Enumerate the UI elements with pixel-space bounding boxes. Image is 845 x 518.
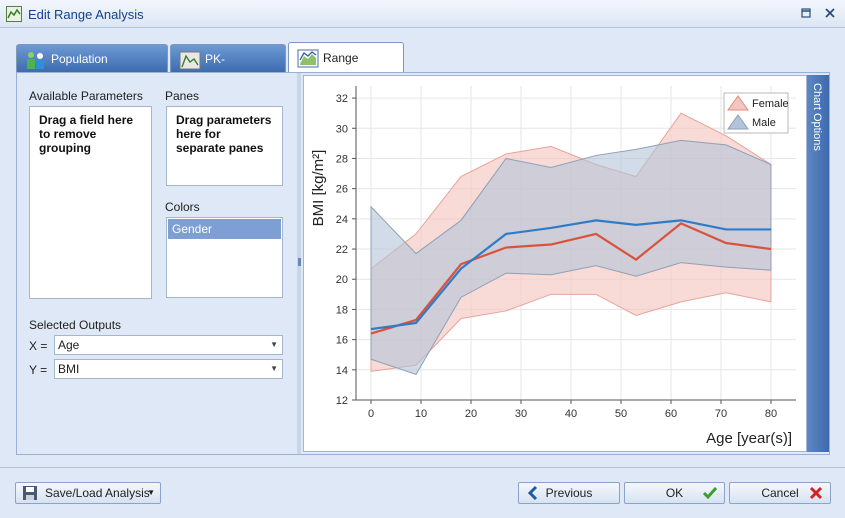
y-tick-label: 20 <box>336 274 348 286</box>
y-axis-value: BMI <box>58 362 80 376</box>
x-axis-title: Age [year(s)] <box>706 430 792 447</box>
tab-pk-parameters[interactable]: PK-Parameters <box>170 44 286 94</box>
legend-label-female: Female <box>752 98 789 110</box>
pk-icon <box>179 50 201 70</box>
selected-outputs-label: Selected Outputs <box>29 318 122 332</box>
x-tick-label: 50 <box>615 408 627 420</box>
restore-icon[interactable] <box>798 6 814 22</box>
chart-options-toggle[interactable]: Chart Options <box>807 75 829 452</box>
available-parameters-label: Available Parameters <box>29 89 143 103</box>
range-chart[interactable]: 12 14 16 18 20 22 24 26 28 30 32 0 10 20 30 40 50 60 70 80 A… <box>303 75 807 452</box>
title-bar: Edit Range Analysis <box>0 0 845 28</box>
y-tick-label: 30 <box>336 123 348 135</box>
available-parameters-list[interactable]: Drag a field here to remove grouping <box>29 106 152 299</box>
bottom-bar: Save/Load Analysis ▼ Previous OK Cancel <box>0 467 845 518</box>
chart-svg: 12 14 16 18 20 22 24 26 28 30 32 0 10 20 30 40 50 60 70 80 A… <box>310 86 796 447</box>
ok-button[interactable]: OK <box>624 482 725 504</box>
save-load-label: Save/Load Analysis <box>45 486 150 500</box>
save-load-analysis-button[interactable]: Save/Load Analysis ▼ <box>15 482 161 504</box>
x-tick-label: 60 <box>665 408 677 420</box>
previous-button[interactable]: Previous <box>518 482 620 504</box>
tab-population-parameters[interactable]: Population Parameters <box>16 44 168 94</box>
legend-swatch-male <box>727 114 749 130</box>
male-range-band <box>370 139 772 375</box>
chevron-down-icon: ▼ <box>147 488 155 497</box>
close-red-icon <box>808 485 824 501</box>
x-tick-label: 20 <box>465 408 477 420</box>
panes-drop-zone[interactable]: Drag parameters here for separate panes <box>166 106 283 186</box>
y-axis-title: BMI [kg/m²] <box>310 150 327 227</box>
window-title: Edit Range Analysis <box>28 7 144 22</box>
cancel-button[interactable]: Cancel <box>729 482 831 504</box>
y-tick-label: 18 <box>336 304 348 316</box>
colors-list[interactable]: Gender <box>166 217 283 298</box>
x-tick-label: 80 <box>765 408 777 420</box>
legend-swatch-female <box>727 95 749 111</box>
colors-label: Colors <box>165 200 200 214</box>
y-axis-label: Y = <box>29 363 48 377</box>
y-axis-select[interactable]: BMI ▼ <box>54 359 283 379</box>
tab-range-analysis[interactable]: Range Analysis <box>288 42 404 95</box>
splitter-grip-icon[interactable] <box>298 258 301 266</box>
x-tick-label: 40 <box>565 408 577 420</box>
range-analysis-panel: Available Parameters Drag a field here t… <box>16 72 830 455</box>
close-icon[interactable] <box>822 6 838 22</box>
y-tick-label: 16 <box>336 335 348 347</box>
male-median-line <box>370 219 771 331</box>
chevron-down-icon: ▼ <box>270 364 278 373</box>
arrow-left-icon <box>525 485 541 501</box>
chart-options-label: Chart Options <box>811 83 823 151</box>
x-axis-label: X = <box>29 339 48 353</box>
chevron-down-icon: ▼ <box>270 340 278 349</box>
x-tick-label: 10 <box>415 408 427 420</box>
previous-label: Previous <box>545 486 593 500</box>
cancel-label: Cancel <box>761 486 799 500</box>
legend-label-male: Male <box>752 117 776 129</box>
range-chart-icon <box>297 48 319 68</box>
population-icon <box>25 50 47 69</box>
panes-label: Panes <box>165 89 200 103</box>
y-tick-label: 22 <box>336 244 348 256</box>
y-tick-label: 14 <box>336 365 348 377</box>
x-tick-label: 0 <box>368 408 374 420</box>
y-tick-label: 12 <box>336 395 348 407</box>
x-axis-select[interactable]: Age ▼ <box>54 335 283 355</box>
panes-hint: Drag parameters here for separate panes <box>176 113 272 155</box>
floppy-disk-icon <box>22 485 38 501</box>
checkmark-icon <box>702 485 718 501</box>
x-tick-label: 30 <box>515 408 527 420</box>
y-tick-label: 24 <box>336 214 348 226</box>
colors-item-gender[interactable]: Gender <box>168 219 281 239</box>
y-tick-label: 32 <box>336 93 348 105</box>
ok-label: OK <box>665 486 684 500</box>
x-tick-label: 70 <box>715 408 727 420</box>
y-tick-label: 26 <box>336 184 348 196</box>
app-icon <box>6 6 22 22</box>
female-median-line <box>370 222 772 335</box>
available-parameters-hint: Drag a field here to remove grouping <box>39 113 134 155</box>
x-axis-value: Age <box>58 338 80 352</box>
y-tick-label: 28 <box>336 153 348 165</box>
